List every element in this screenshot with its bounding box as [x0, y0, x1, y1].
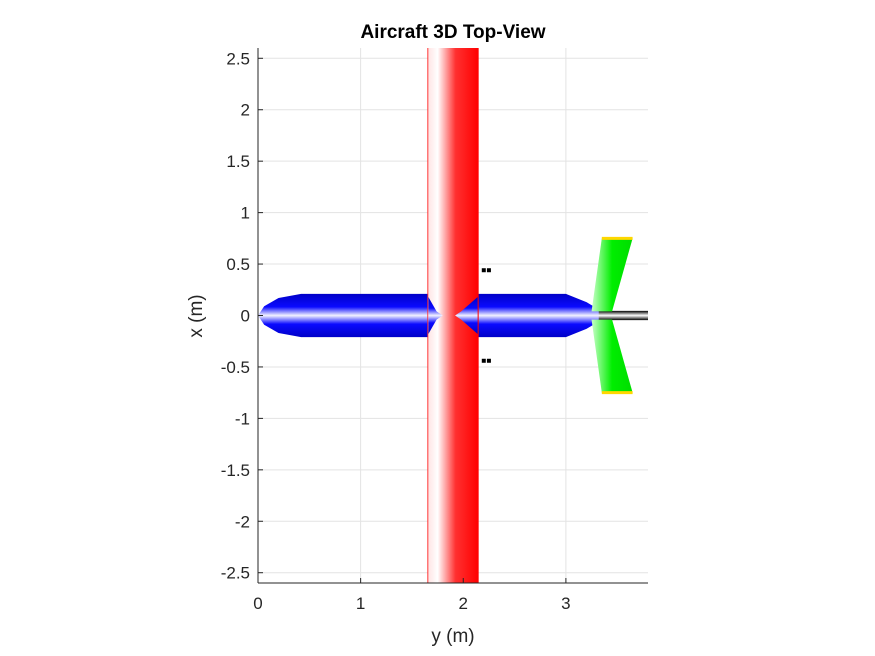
y-tick-label: 2.5	[226, 49, 250, 68]
y-tick-label: 0.5	[226, 255, 250, 274]
y-tick-label: 2	[241, 101, 250, 120]
control-marker	[481, 358, 486, 363]
y-tick-label: -0.5	[221, 358, 250, 377]
aircraft	[258, 48, 648, 583]
chart-title: Aircraft 3D Top-View	[360, 22, 545, 43]
wing-root-left	[428, 296, 443, 335]
x-tick-label: 2	[459, 594, 468, 613]
y-tick-label: -1.5	[221, 461, 250, 480]
wing-root-right	[455, 296, 478, 335]
control-marker	[481, 268, 486, 273]
y-tick-label: -2.5	[221, 564, 250, 583]
x-axis-label: y (m)	[431, 626, 474, 647]
x-tick-label: 3	[561, 594, 570, 613]
y-tick-label: 0	[241, 307, 250, 326]
tail-boom	[596, 310, 648, 321]
y-tick-label: 1	[241, 204, 250, 223]
y-axis-label: x (m)	[186, 294, 207, 337]
control-marker	[486, 358, 491, 363]
control-marker	[486, 268, 491, 273]
tick-labels: 0 1 2 3 2.5 2 1.5 1 0.5 0 -0.5 -1 -1.5 -2 -2.5	[221, 49, 571, 613]
axes	[257, 48, 648, 584]
y-tick-label: 1.5	[226, 152, 250, 171]
tail-surface-left	[591, 238, 633, 312]
y-tick-label: -2	[235, 512, 250, 531]
x-tick-label: 0	[253, 594, 262, 613]
tail-surface-right	[591, 319, 633, 393]
y-tick-label: -1	[235, 409, 250, 428]
x-tick-label: 1	[356, 594, 365, 613]
